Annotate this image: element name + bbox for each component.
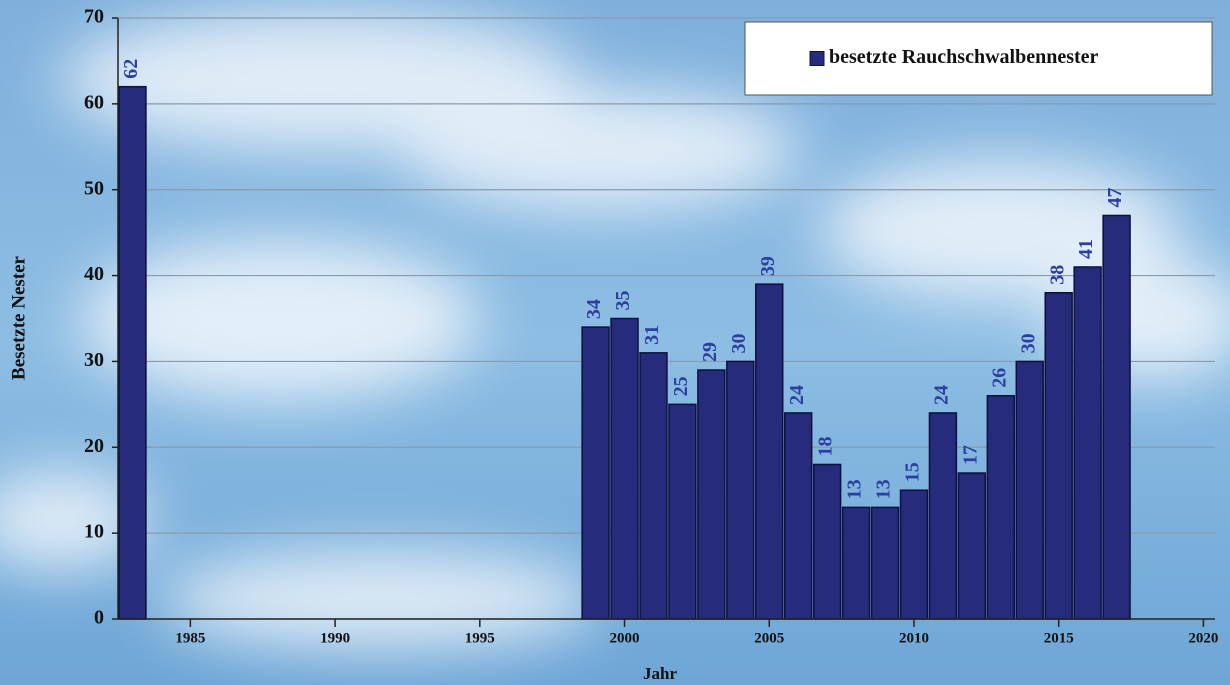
- data-label: 15: [902, 462, 924, 482]
- bar: [118, 85, 147, 620]
- data-label: 41: [1075, 239, 1097, 259]
- bar: [697, 369, 726, 620]
- data-label: 25: [670, 376, 692, 396]
- bar: [1015, 360, 1044, 620]
- bar: [812, 463, 842, 620]
- bar: [1102, 214, 1131, 620]
- data-label: 13: [844, 479, 866, 499]
- data-label: 62: [120, 59, 142, 79]
- bar: [1044, 291, 1073, 620]
- bar: [726, 360, 755, 620]
- bar: [870, 506, 900, 620]
- x-tick-label: 2020: [1188, 630, 1218, 646]
- data-label: 38: [1046, 265, 1068, 285]
- legend-label: besetzte Rauchschwalbennester: [829, 46, 1099, 68]
- y-tick-label: 50: [84, 177, 104, 199]
- x-axis-label: Jahr: [643, 664, 677, 683]
- data-label: 13: [873, 479, 895, 499]
- x-tick-label: 2000: [610, 630, 640, 646]
- bar: [986, 395, 1016, 620]
- data-label: 24: [931, 385, 953, 405]
- bar: [1073, 266, 1102, 620]
- x-tick-label: 2010: [899, 630, 929, 646]
- data-label: 17: [959, 445, 981, 465]
- x-tick-label: 2005: [754, 630, 784, 646]
- data-label: 29: [699, 342, 721, 362]
- data-label: 47: [1104, 187, 1126, 207]
- y-tick-label: 40: [84, 263, 104, 285]
- data-label: 35: [612, 291, 634, 311]
- data-label: 30: [728, 333, 750, 353]
- bar: [755, 283, 784, 620]
- bar: [928, 412, 958, 620]
- bar: [957, 472, 987, 620]
- bar: [610, 317, 639, 620]
- y-tick-label: 10: [84, 521, 104, 543]
- data-label: 30: [1017, 333, 1039, 353]
- bar: [899, 489, 929, 620]
- y-tick-label: 20: [84, 435, 104, 457]
- data-label: 31: [641, 325, 663, 345]
- y-axis-label: Besetzte Nester: [8, 255, 29, 380]
- legend-swatch: [809, 51, 825, 66]
- y-tick-label: 60: [84, 91, 104, 113]
- bar: [783, 412, 813, 620]
- data-label: 39: [757, 256, 779, 276]
- y-tick-label: 70: [84, 6, 104, 28]
- data-label: 18: [815, 436, 837, 456]
- bar: [668, 403, 697, 620]
- x-tick-label: 1990: [320, 630, 350, 646]
- y-tick-label: 0: [94, 607, 104, 629]
- bar: [841, 506, 871, 620]
- data-label: 34: [583, 299, 605, 319]
- x-tick-label: 1985: [175, 630, 205, 646]
- y-tick-label: 30: [84, 349, 104, 371]
- x-tick-label: 2015: [1044, 630, 1074, 646]
- data-label: 24: [786, 385, 808, 405]
- bar: [581, 326, 610, 620]
- bar: [639, 352, 668, 620]
- data-label: 26: [988, 368, 1010, 388]
- x-tick-label: 1995: [465, 630, 495, 646]
